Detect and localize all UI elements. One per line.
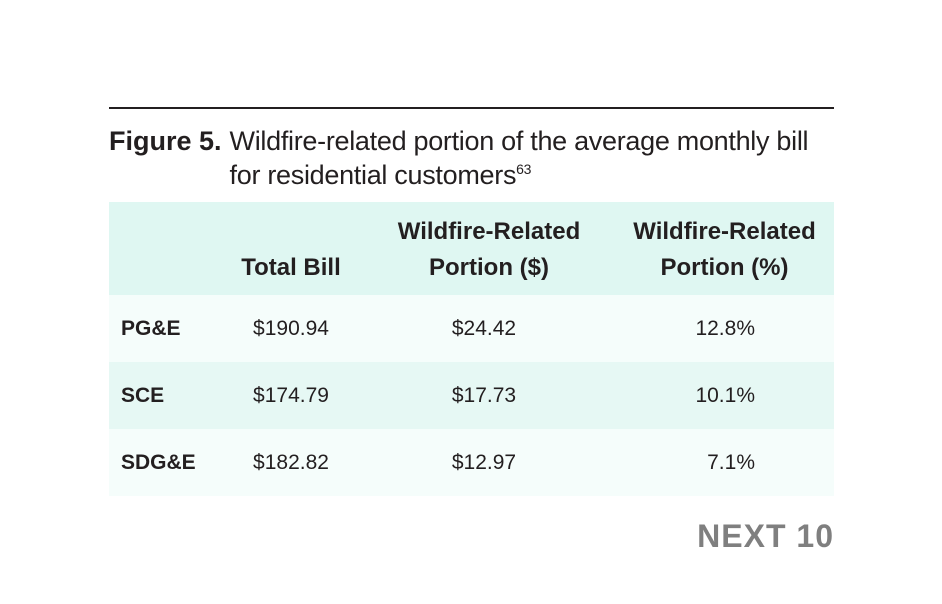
figure-title: Wildfire-related portion of the average … xyxy=(230,124,834,192)
figure-caption: Figure 5. Wildfire-related portion of th… xyxy=(109,124,834,192)
wildfire-percent-value: 10.1% xyxy=(695,384,755,407)
figure-title-text: Wildfire-related portion of the average … xyxy=(229,126,809,190)
figure-label: Figure 5. xyxy=(109,126,222,156)
top-rule xyxy=(109,107,834,109)
total-bill-value: $182.82 xyxy=(253,451,329,474)
footnote-marker: 63 xyxy=(516,161,532,177)
wildfire-percent-value: 7.1% xyxy=(707,451,755,474)
header-total-bill: Total Bill xyxy=(241,254,341,281)
table-row: PG&E $190.94 $24.42 12.8% xyxy=(109,295,834,362)
bill-table: Total Bill Wildfire-Related Portion ($) … xyxy=(109,202,834,496)
table-header: Total Bill Wildfire-Related Portion ($) … xyxy=(109,202,834,295)
wildfire-dollars-value: $12.97 xyxy=(451,451,517,474)
utility-name: SDG&E xyxy=(121,451,196,474)
total-bill-value: $174.79 xyxy=(253,384,329,407)
wildfire-percent-value: 12.8% xyxy=(695,317,755,340)
table-row: SDG&E $182.82 $12.97 7.1% xyxy=(109,429,834,496)
utility-name: SCE xyxy=(121,384,165,407)
header-wildfire-percent: Wildfire-Related Portion (%) xyxy=(633,218,816,281)
brand-logo-text: NEXT 10 xyxy=(697,518,834,554)
utility-name: PG&E xyxy=(121,317,181,340)
wildfire-dollars-value: $24.42 xyxy=(451,317,517,340)
header-wildfire-dollars: Wildfire-Related Portion ($) xyxy=(397,218,581,281)
total-bill-value: $190.94 xyxy=(253,317,329,340)
table-row: SCE $174.79 $17.73 10.1% xyxy=(109,362,834,429)
wildfire-dollars-value: $17.73 xyxy=(451,384,517,407)
